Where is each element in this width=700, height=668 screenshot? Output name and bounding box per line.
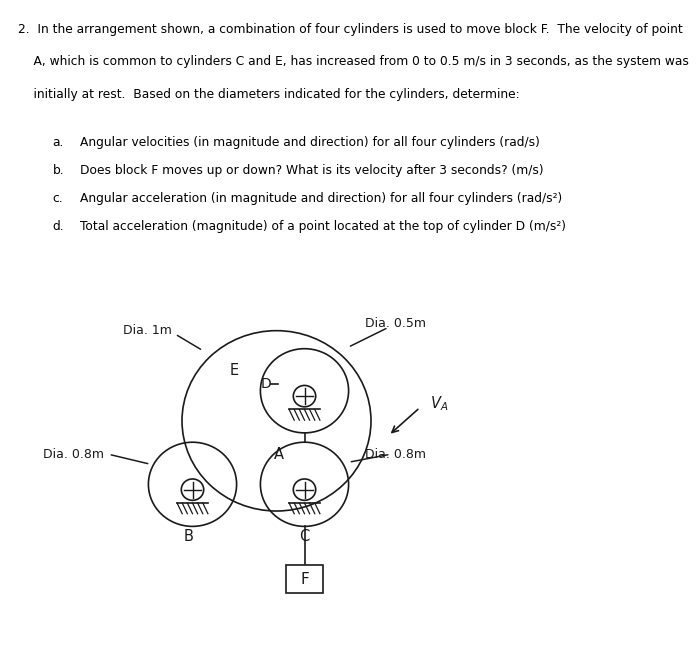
Text: Dia. 1m: Dia. 1m — [122, 324, 172, 337]
Text: E: E — [230, 363, 239, 378]
Text: Dia. 0.5m: Dia. 0.5m — [365, 317, 426, 331]
Text: 2.  In the arrangement shown, a combination of four cylinders is used to move bl: 2. In the arrangement shown, a combinati… — [18, 23, 682, 36]
Text: A: A — [274, 447, 284, 462]
Circle shape — [293, 479, 316, 500]
Text: c.: c. — [52, 192, 63, 205]
Text: Dia. 0.8m: Dia. 0.8m — [43, 448, 104, 461]
Text: d.: d. — [52, 220, 64, 233]
Text: initially at rest.  Based on the diameters indicated for the cylinders, determin: initially at rest. Based on the diameter… — [18, 88, 519, 100]
Text: $V_A$: $V_A$ — [430, 395, 449, 413]
Text: Dia. 0.8m: Dia. 0.8m — [365, 448, 426, 461]
Text: b.: b. — [52, 164, 64, 177]
Text: a.: a. — [52, 136, 64, 149]
Text: F: F — [300, 572, 309, 587]
Text: D: D — [260, 377, 272, 391]
Text: Angular velocities (in magnitude and direction) for all four cylinders (rad/s): Angular velocities (in magnitude and dir… — [80, 136, 540, 149]
Circle shape — [181, 479, 204, 500]
Circle shape — [293, 385, 316, 407]
Text: Does block F moves up or down? What is its velocity after 3 seconds? (m/s): Does block F moves up or down? What is i… — [80, 164, 544, 177]
Text: Total acceleration (magnitude) of a point located at the top of cylinder D (m/s²: Total acceleration (magnitude) of a poin… — [80, 220, 566, 233]
Text: C: C — [300, 529, 309, 544]
Text: Angular acceleration (in magnitude and direction) for all four cylinders (rad/s²: Angular acceleration (in magnitude and d… — [80, 192, 563, 205]
Text: A, which is common to cylinders C and E, has increased from 0 to 0.5 m/s in 3 se: A, which is common to cylinders C and E,… — [18, 55, 688, 68]
Text: B: B — [184, 529, 194, 544]
Bar — [286, 565, 323, 593]
